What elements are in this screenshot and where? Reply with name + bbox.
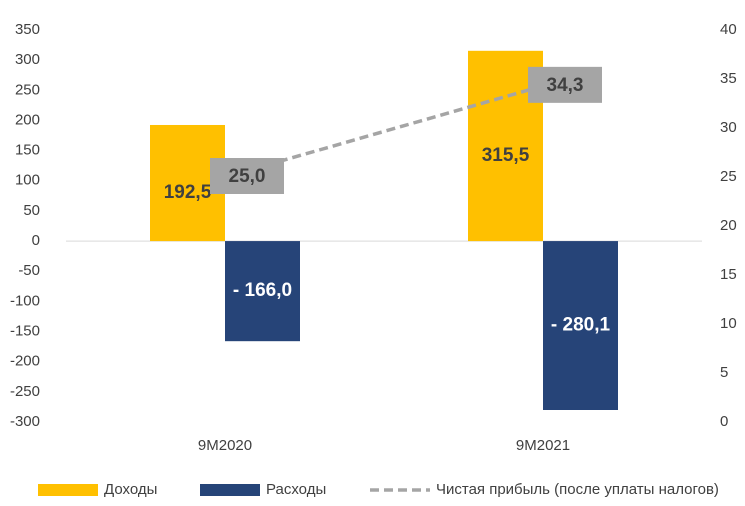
- y-tick-label: 50: [23, 202, 40, 219]
- value-label: 25,0: [229, 166, 266, 187]
- y2-tick-label: 5: [720, 364, 728, 381]
- y-tick-label: -150: [10, 323, 40, 340]
- value-label-box: [210, 158, 284, 194]
- y2-tick-label: 10: [720, 315, 737, 332]
- y2-tick-label: 30: [720, 119, 737, 136]
- legend-label: Расходы: [266, 481, 326, 498]
- y-tick-label: -200: [10, 353, 40, 370]
- y-tick-label: -50: [18, 262, 40, 279]
- legend-label: Доходы: [104, 481, 157, 498]
- y-tick-label: 100: [15, 172, 40, 189]
- y2-tick-label: 40: [720, 21, 737, 38]
- y-tick-label: -300: [10, 413, 40, 430]
- legend-swatch: [38, 484, 98, 496]
- bar: [543, 241, 618, 410]
- y2-tick-label: 35: [720, 70, 737, 87]
- value-label: - 166,0: [233, 280, 292, 301]
- y-tick-label: 350: [15, 21, 40, 38]
- y2-tick-label: 20: [720, 217, 737, 234]
- y-tick-label: -250: [10, 383, 40, 400]
- legend-label: Чистая прибыль (после уплаты налогов): [436, 481, 719, 498]
- y-tick-label: 250: [15, 81, 40, 98]
- y-tick-label: -100: [10, 292, 40, 309]
- value-label: 34,3: [547, 75, 584, 96]
- x-tick-label: 9M2020: [198, 437, 252, 454]
- value-label-box: [528, 66, 602, 103]
- value-label: - 280,1: [551, 315, 611, 336]
- y2-tick-label: 25: [720, 168, 737, 185]
- y-tick-label: 0: [32, 232, 40, 249]
- y-tick-label: 150: [15, 142, 40, 159]
- y2-tick-label: 0: [720, 413, 728, 430]
- legend-swatch: [200, 484, 260, 496]
- value-label: 315,5: [482, 145, 530, 166]
- y-tick-label: 300: [15, 51, 40, 68]
- y2-tick-label: 15: [720, 266, 737, 283]
- y-tick-label: 200: [15, 111, 40, 128]
- value-label: 192,5: [164, 182, 212, 203]
- x-tick-label: 9M2021: [516, 437, 570, 454]
- bar: [225, 241, 300, 342]
